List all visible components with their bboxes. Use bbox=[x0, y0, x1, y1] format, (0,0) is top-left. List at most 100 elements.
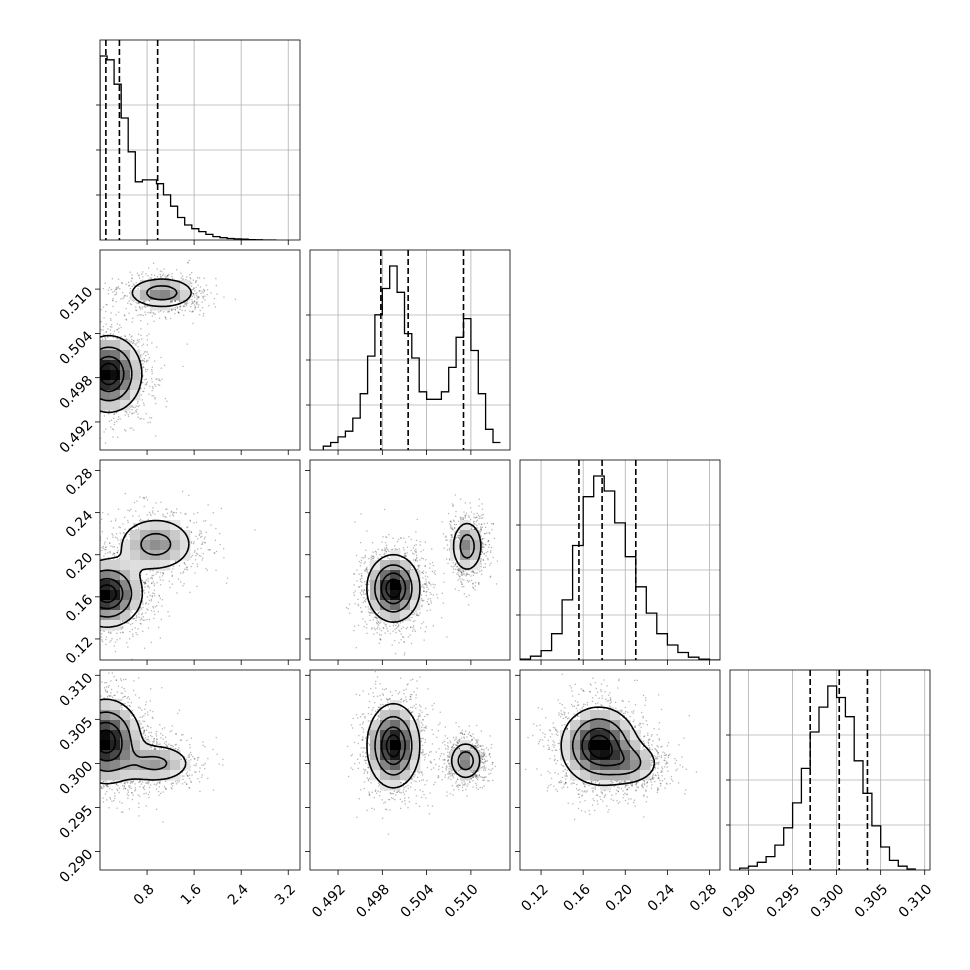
density-cell bbox=[110, 720, 121, 731]
density-cell bbox=[390, 720, 401, 731]
contour-level-2 bbox=[100, 711, 168, 772]
density-cell bbox=[130, 390, 141, 401]
contour-level-2 bbox=[374, 533, 475, 613]
density-2-0 bbox=[100, 520, 191, 631]
density-cell bbox=[600, 730, 611, 741]
density-cell bbox=[130, 570, 141, 581]
density-cell bbox=[130, 730, 141, 741]
density-cell bbox=[110, 580, 121, 591]
x-tick-label-param-4: 0.295 bbox=[764, 881, 804, 921]
panel-3-3-frame bbox=[729, 669, 931, 871]
density-cell bbox=[390, 570, 401, 581]
density-cell bbox=[600, 740, 611, 751]
panel-1-0-joint bbox=[100, 259, 236, 444]
density-cell bbox=[160, 560, 171, 571]
density-cell bbox=[580, 770, 591, 781]
x-tick-label-param-4: 0.310 bbox=[896, 881, 936, 921]
y-tick-label-param-4: 0.305 bbox=[57, 714, 97, 754]
density-cell bbox=[380, 740, 391, 751]
contour-level-4 bbox=[100, 584, 118, 604]
density-cell bbox=[370, 720, 381, 731]
density-cell bbox=[130, 290, 141, 301]
density-cell bbox=[620, 750, 631, 761]
density-cell bbox=[150, 540, 161, 551]
x-tick-label-param-3: 0.24 bbox=[645, 881, 678, 914]
y-tick-label-param-2: 0.504 bbox=[57, 328, 97, 368]
density-cell bbox=[160, 300, 171, 311]
density-cell bbox=[140, 750, 151, 761]
density-cell bbox=[120, 360, 131, 371]
panel-1-1-hist bbox=[310, 250, 510, 450]
density-cell bbox=[450, 760, 461, 771]
contour-level-2 bbox=[374, 715, 475, 776]
density-cell bbox=[140, 740, 151, 751]
density-cell bbox=[620, 730, 631, 741]
density-cell bbox=[110, 770, 121, 781]
density-cell bbox=[400, 590, 411, 601]
density-cell bbox=[130, 350, 141, 361]
density-cell bbox=[110, 570, 121, 581]
density-cell bbox=[370, 760, 381, 771]
density-cell bbox=[470, 760, 481, 771]
density-cell bbox=[160, 550, 171, 561]
contour-level-4 bbox=[385, 578, 402, 599]
y-tick-label-param-2: 0.510 bbox=[57, 284, 97, 324]
density-cell bbox=[400, 720, 411, 731]
x-tick-label-param-2: 0.504 bbox=[398, 881, 438, 921]
x-tick-label-param-2: 0.492 bbox=[309, 881, 349, 921]
density-cell bbox=[470, 750, 481, 761]
density-cell bbox=[130, 600, 141, 611]
density-cell bbox=[640, 760, 651, 771]
density-cell bbox=[110, 750, 121, 761]
y-tick-label-param-2: 0.492 bbox=[57, 417, 97, 457]
density-cell bbox=[590, 710, 601, 721]
density-cell bbox=[100, 700, 111, 711]
density-cell bbox=[100, 340, 111, 351]
density-cell bbox=[580, 720, 591, 731]
density-cell bbox=[590, 750, 601, 761]
x-tick-label-param-3: 0.28 bbox=[687, 881, 720, 914]
density-cell bbox=[130, 770, 141, 781]
density-cell bbox=[380, 770, 391, 781]
density-cell bbox=[610, 750, 621, 761]
density-cell bbox=[390, 580, 401, 591]
density-cell bbox=[460, 540, 471, 551]
density-cell bbox=[140, 770, 151, 781]
panel-3-3-hist bbox=[730, 670, 930, 870]
density-cell bbox=[140, 540, 151, 551]
density-cell bbox=[130, 590, 141, 601]
density-cell bbox=[630, 740, 641, 751]
panel-3-1-frame bbox=[309, 669, 511, 871]
density-cell bbox=[380, 710, 391, 721]
density-cell bbox=[580, 710, 591, 721]
density-cell bbox=[460, 560, 471, 571]
density-cell bbox=[100, 570, 111, 581]
density-cell bbox=[130, 530, 141, 541]
density-cell bbox=[580, 760, 591, 771]
density-cell bbox=[160, 280, 171, 291]
density-cell bbox=[390, 740, 401, 751]
contour-level-1 bbox=[100, 698, 187, 785]
y-tick-label-param-4: 0.290 bbox=[57, 846, 97, 886]
density-cell bbox=[100, 380, 111, 391]
density-cell bbox=[110, 560, 121, 571]
density-cell bbox=[380, 720, 391, 731]
density-cell bbox=[610, 730, 621, 741]
contour-level-1 bbox=[100, 278, 193, 414]
density-cell bbox=[150, 750, 161, 761]
density-cell bbox=[100, 590, 111, 601]
density-cell bbox=[600, 750, 611, 761]
contour-level-3 bbox=[100, 721, 123, 762]
density-cell bbox=[140, 550, 151, 561]
density-cell bbox=[610, 710, 621, 721]
contour-level-1 bbox=[366, 522, 482, 623]
density-cell bbox=[120, 600, 131, 611]
density-cell bbox=[150, 530, 161, 541]
density-cell bbox=[140, 290, 151, 301]
density-cell bbox=[110, 400, 121, 411]
density-cell bbox=[180, 290, 191, 301]
density-cell bbox=[380, 590, 391, 601]
density-cell bbox=[140, 560, 151, 571]
density-cell bbox=[100, 750, 111, 761]
density-cell bbox=[120, 730, 131, 741]
